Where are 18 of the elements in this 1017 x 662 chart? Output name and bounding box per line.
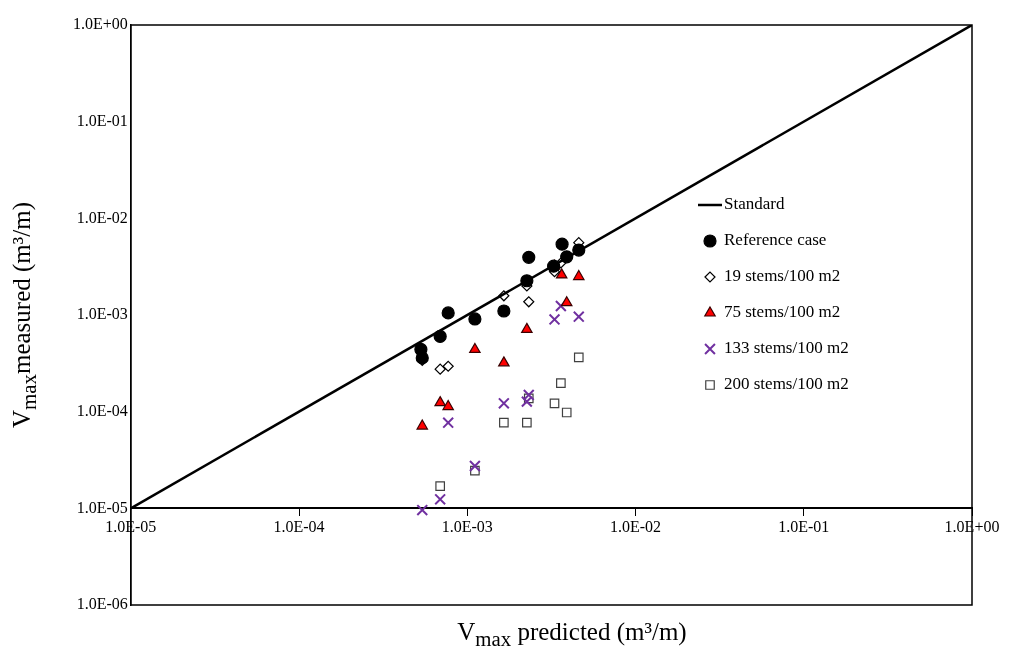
y-tick-label: 1.0E+00 bbox=[73, 15, 128, 33]
y-tick-label: 1.0E-01 bbox=[76, 111, 128, 129]
y-tick-label: 1.0E-04 bbox=[76, 401, 128, 419]
x-tick-label: 1.0E-02 bbox=[609, 518, 662, 536]
legend-label: 19 stems/100 m2 bbox=[724, 266, 841, 286]
x-tick-label: 1.0E-04 bbox=[273, 518, 325, 536]
legend-label: 200 stems/100 m2 bbox=[724, 374, 849, 394]
legend-label: 75 stems/100 m2 bbox=[724, 302, 841, 322]
legend-label: Standard bbox=[724, 194, 785, 214]
y-tick-label: 1.0E-03 bbox=[76, 305, 128, 323]
x-tick-label: 1.0E-01 bbox=[778, 518, 830, 536]
legend-label: 133 stems/100 m2 bbox=[724, 338, 849, 358]
x-axis-title: V$_{max}$ predicted (m³/m) bbox=[456, 618, 688, 652]
y-tick-label: 1.0E-02 bbox=[76, 208, 128, 226]
y-tick-label: 1.0E-06 bbox=[76, 595, 128, 613]
legend-label: Reference case bbox=[724, 230, 827, 250]
y-tick-label: 1.0E-05 bbox=[76, 498, 128, 516]
x-tick-label: 1.0E-03 bbox=[441, 518, 493, 536]
